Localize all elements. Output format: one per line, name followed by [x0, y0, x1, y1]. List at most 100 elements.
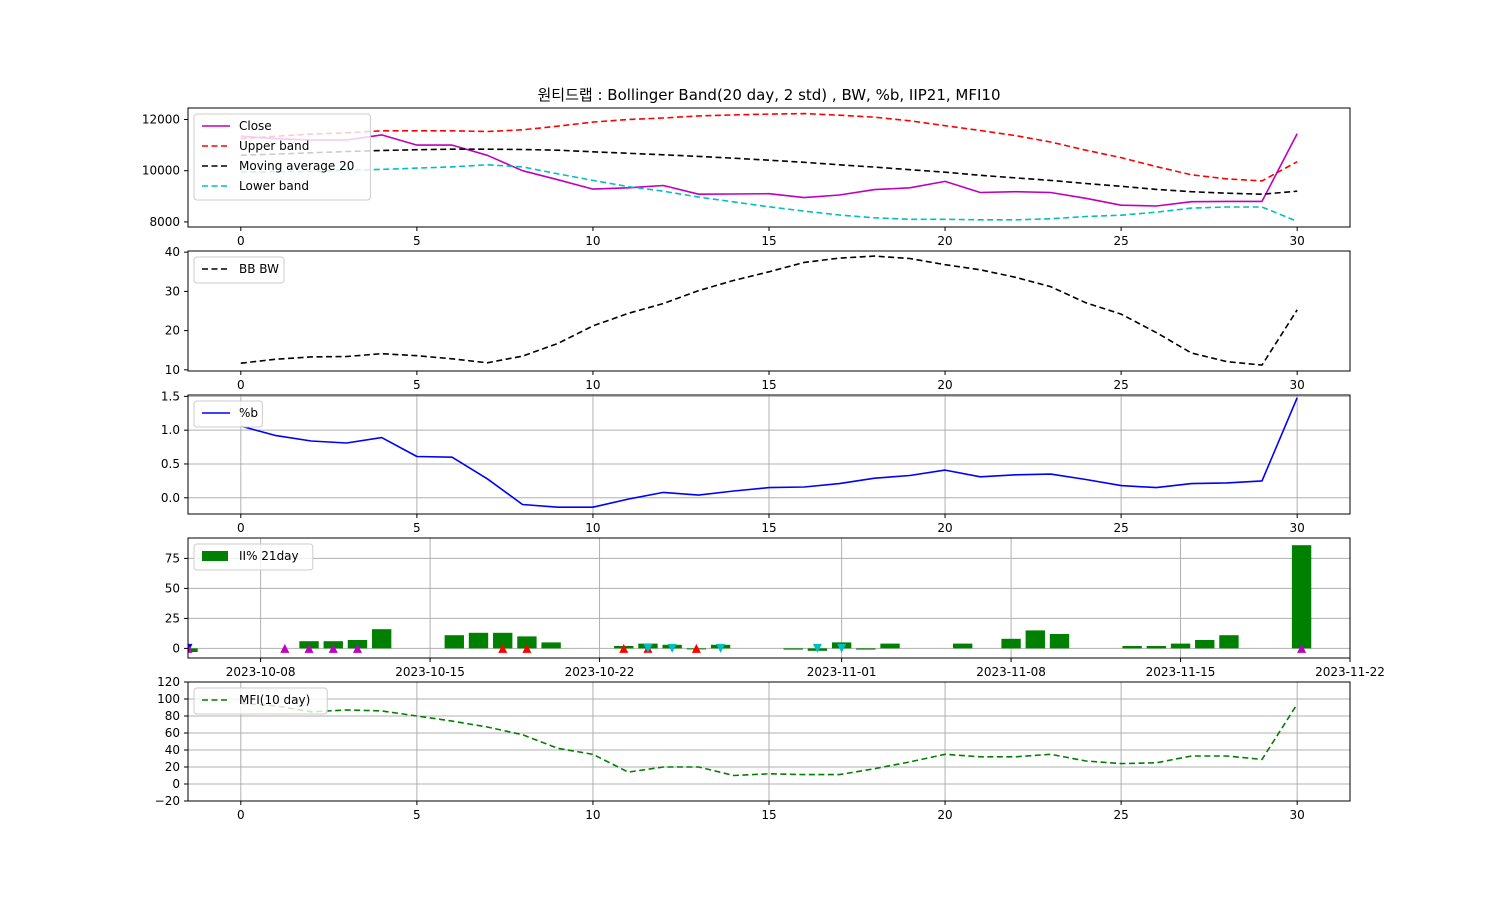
panel-bb-bw: 0 5 10 15 20 25 30 10 20 30 40 BB BW	[165, 245, 1351, 392]
x-tick-label: 5	[413, 234, 421, 248]
bar	[188, 648, 198, 652]
x-tick-label: 5	[413, 808, 421, 822]
bar	[1170, 643, 1191, 649]
legend-upper-band-label: Upper band	[239, 139, 309, 153]
y-tick-label: 80	[165, 709, 180, 723]
marker-triangle-up	[498, 643, 508, 653]
panel-bollinger: 0 5 10 15 20 25 30 8000 10000 12000 Close Upper ban…	[142, 107, 1351, 248]
x-tick-label: 15	[761, 808, 776, 822]
bar	[1146, 646, 1167, 649]
x-tick-label: 25	[1113, 234, 1128, 248]
bar	[493, 632, 513, 649]
x-tick-label: 30	[1290, 234, 1305, 248]
x-tick-label: 2023-10-15	[395, 665, 465, 679]
marker-triangle-up	[522, 643, 532, 653]
x-tick-label: 15	[761, 234, 776, 248]
bar	[952, 643, 973, 649]
series-line-close	[240, 133, 1298, 207]
y-tick-label: 8000	[149, 215, 180, 229]
y-tick-label: 10	[165, 363, 180, 377]
marker-triangle-down	[812, 643, 822, 653]
bar	[468, 632, 489, 649]
y-tick-label: 10000	[142, 164, 180, 178]
y-tick-label: 0.5	[161, 457, 180, 471]
marker-triangle-up	[188, 643, 193, 653]
y-tick-label: 0	[172, 641, 180, 655]
marker-triangle-up	[619, 643, 629, 653]
bar	[371, 629, 392, 649]
plot-area	[240, 112, 1298, 223]
x-tick-label: 2023-11-01	[807, 665, 877, 679]
bar	[856, 648, 876, 650]
x-tick-label: 15	[761, 521, 776, 535]
bar	[1049, 634, 1070, 649]
legend-close-label: Close	[239, 119, 272, 133]
x-tick-label: 0	[237, 521, 245, 535]
panel-mfi: 0 5 10 15 20 25 30 −20 0 20 40 60 80 100 120 MFI(10 day…	[155, 675, 1351, 822]
legend-bb-bw-label: BB BW	[239, 262, 279, 276]
marker-triangle-down	[667, 643, 677, 653]
y-tick-label: 12000	[142, 113, 180, 127]
x-tick-label: 10	[585, 378, 600, 392]
plot-area	[240, 255, 1298, 366]
y-tick-label: 0.0	[161, 491, 180, 505]
y-tick-label: 60	[165, 726, 180, 740]
x-tick-label: 20	[937, 808, 952, 822]
x-tick-label: 30	[1290, 378, 1305, 392]
figure-title: 원티드랩 : Bollinger Band(20 day, 2 std) , B…	[537, 86, 1000, 104]
bar	[1001, 638, 1021, 649]
bar	[1122, 646, 1142, 649]
series-line-lower-band	[240, 164, 1298, 223]
y-tick-label: 20	[165, 324, 180, 338]
series-line-mfi-10-day	[240, 702, 1298, 777]
x-tick-label: 2023-10-08	[226, 665, 296, 679]
legend-box	[193, 687, 328, 715]
x-tick-label: 10	[585, 521, 600, 535]
plot-area	[188, 545, 1312, 653]
x-tick-label: 25	[1113, 808, 1128, 822]
x-tick-label: 5	[413, 521, 421, 535]
marker-triangle-up	[1297, 643, 1307, 653]
x-tick-label: 2023-10-22	[565, 665, 635, 679]
bar	[1291, 545, 1312, 649]
y-tick-label: 25	[165, 611, 180, 625]
x-tick-label: 10	[585, 808, 600, 822]
x-tick-label: 25	[1113, 378, 1128, 392]
y-tick-label: 0	[172, 777, 180, 791]
marker-triangle-up	[280, 643, 290, 653]
x-tick-label: 10	[585, 234, 600, 248]
marker-triangle-down	[716, 643, 726, 653]
panel-percent-b: 0 5 10 15 20 25 30 0.0 0.5 1.0 1.5 %b	[161, 389, 1351, 535]
x-tick-label: 30	[1290, 808, 1305, 822]
legend-b-label: %b	[239, 406, 258, 420]
series-line-moving-average-20	[240, 148, 1298, 195]
y-tick-label: 40	[165, 245, 180, 259]
plot-area	[240, 702, 1298, 777]
x-tick-label: 30	[1290, 521, 1305, 535]
legend-box	[193, 543, 314, 571]
x-tick-label: 25	[1113, 521, 1128, 535]
plot-area	[240, 397, 1298, 509]
x-tick-label: 2023-11-22	[1315, 665, 1385, 679]
bar	[880, 643, 900, 649]
marker-triangle-down	[643, 643, 653, 653]
x-tick-label: 0	[237, 234, 245, 248]
y-tick-label: 75	[165, 551, 180, 565]
series-line-bb-bw	[240, 255, 1298, 366]
y-tick-label: 40	[165, 743, 180, 757]
y-tick-label: 1.0	[161, 423, 180, 437]
legend-box	[193, 400, 263, 428]
y-tick-label: 120	[157, 675, 180, 689]
x-tick-label: 20	[937, 234, 952, 248]
bar	[444, 635, 464, 649]
bar	[1195, 640, 1215, 649]
y-tick-label: 1.5	[161, 389, 180, 403]
x-tick-label: 0	[237, 808, 245, 822]
y-tick-label: 30	[165, 284, 180, 298]
x-tick-label: 0	[237, 378, 245, 392]
series-line-b	[240, 397, 1298, 509]
bar	[1025, 630, 1045, 649]
marker-triangle-up	[328, 643, 338, 653]
y-tick-label: 20	[165, 760, 180, 774]
